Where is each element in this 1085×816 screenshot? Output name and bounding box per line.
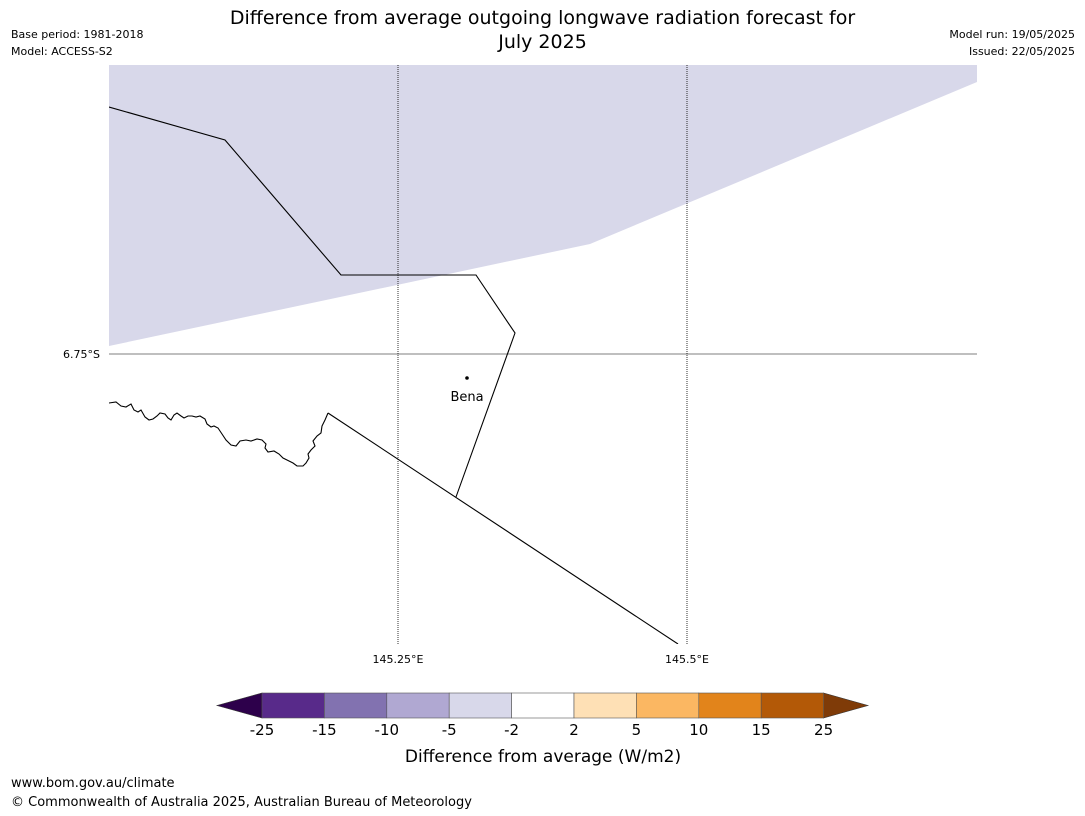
footer-copyright: © Commonwealth of Australia 2025, Austra… (11, 795, 472, 810)
colour-bar-over-arrow (823, 692, 870, 719)
colour-bar-tick-label: -10 (375, 721, 400, 739)
colour-bar-tick-label: 5 (632, 721, 642, 739)
colour-bar-tick-label: 15 (752, 721, 771, 739)
colour-bar-tick-label: -2 (504, 721, 519, 739)
issued-text: Issued: 22/05/2025 (968, 45, 1075, 58)
footer: www.bom.gov.au/climate © Commonwealth of… (11, 774, 472, 812)
district-boundary (109, 401, 329, 467)
colour-bar-under-arrow (215, 692, 263, 719)
title-line-2: July 2025 (498, 31, 587, 53)
colour-bar-tick-label: -15 (312, 721, 337, 739)
colour-bar-tick-label: -5 (442, 721, 457, 739)
colour-bar-segment (698, 692, 762, 719)
town-label: Bena (450, 390, 483, 405)
colour-bar-segment (386, 692, 450, 719)
title-line-1: Difference from average outgoing longwav… (229, 7, 856, 29)
colour-bar-segment (511, 692, 575, 719)
model-text: Model: ACCESS-S2 (11, 45, 113, 58)
province-boundary (109, 106, 516, 498)
shaded-anomaly-region (109, 65, 977, 346)
province-boundary-lower (327, 412, 679, 644)
colour-bar-segment (636, 692, 700, 719)
longitude-label-145-5: 145.5°E (665, 653, 709, 666)
map-area (109, 65, 977, 644)
footer-url: www.bom.gov.au/climate (11, 776, 175, 791)
map-title: Difference from average outgoing longwav… (0, 6, 1085, 54)
model-run-text: Model run: 19/05/2025 (949, 28, 1075, 41)
longitude-label-145-25: 145.25°E (373, 653, 424, 666)
colour-bar-segment (448, 692, 512, 719)
colour-bar-tick-label: 2 (569, 721, 579, 739)
meta-right: Model run: 19/05/2025 Issued: 22/05/2025 (949, 26, 1075, 60)
colour-bar-tick-label: 25 (814, 721, 833, 739)
colour-bar (215, 692, 870, 719)
legend-title: Difference from average (W/m2) (405, 747, 681, 767)
base-period-text: Base period: 1981-2018 (11, 28, 144, 41)
colour-bar-segment (760, 692, 824, 719)
latitude-label: 6.75°S (63, 348, 100, 361)
meta-left: Base period: 1981-2018 Model: ACCESS-S2 (11, 26, 143, 60)
colour-bar-segment (324, 692, 388, 719)
town-marker (465, 376, 469, 380)
colour-bar-tick-label: -25 (250, 721, 275, 739)
colour-bar-segment (573, 692, 637, 719)
colour-bar-segment (261, 692, 325, 719)
colour-bar-ticks: -25 -15 -10 -5 -2 2 5 10 15 25 (250, 721, 833, 739)
colour-bar-tick-label: 10 (689, 721, 708, 739)
